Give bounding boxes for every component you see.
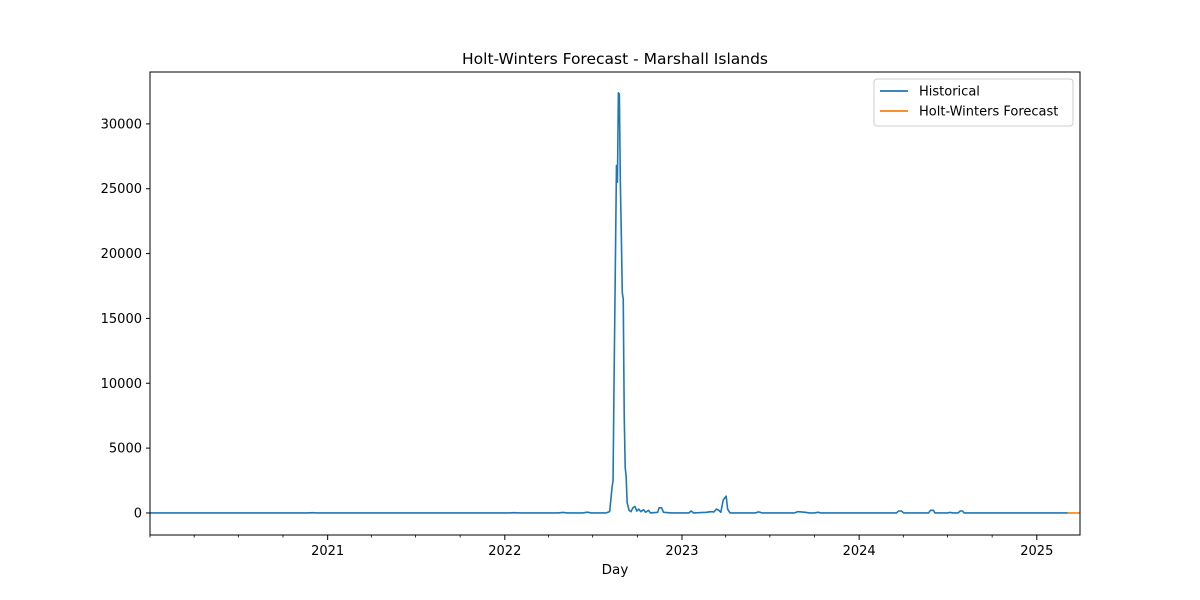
- y-axis: 0 5000 10000 15000 20000 25000 30000: [101, 117, 150, 521]
- y-tick-label: 25000: [101, 182, 142, 197]
- legend-box: [873, 78, 1074, 127]
- y-tick-label: 5000: [109, 442, 142, 457]
- x-tick-label: 2021: [311, 544, 344, 559]
- y-tick-label: 20000: [101, 247, 142, 262]
- chart-title: Holt-Winters Forecast - Marshall Islands: [462, 50, 768, 68]
- legend: Historical Holt-Winters Forecast: [873, 78, 1074, 127]
- y-tick-label: 10000: [101, 377, 142, 392]
- y-tick-label: 0: [134, 506, 142, 521]
- plot-frame: [149, 71, 1081, 536]
- x-axis-label: Day: [602, 562, 629, 578]
- x-tick-label: 2023: [665, 544, 698, 559]
- x-tick-label: 2025: [1020, 544, 1053, 559]
- legend-label-1: Holt-Winters Forecast: [919, 105, 1058, 120]
- x-tick-label: 2022: [488, 544, 521, 559]
- y-tick-label: 15000: [101, 312, 142, 327]
- series-line-0: [150, 91, 1068, 514]
- plot-lines: [150, 91, 1080, 514]
- x-tick-label: 2024: [843, 544, 876, 559]
- y-tick-label: 30000: [101, 117, 142, 132]
- legend-label-0: Historical: [919, 85, 980, 100]
- x-axis: 2021 2022 2023 2024 2025: [149, 535, 1053, 559]
